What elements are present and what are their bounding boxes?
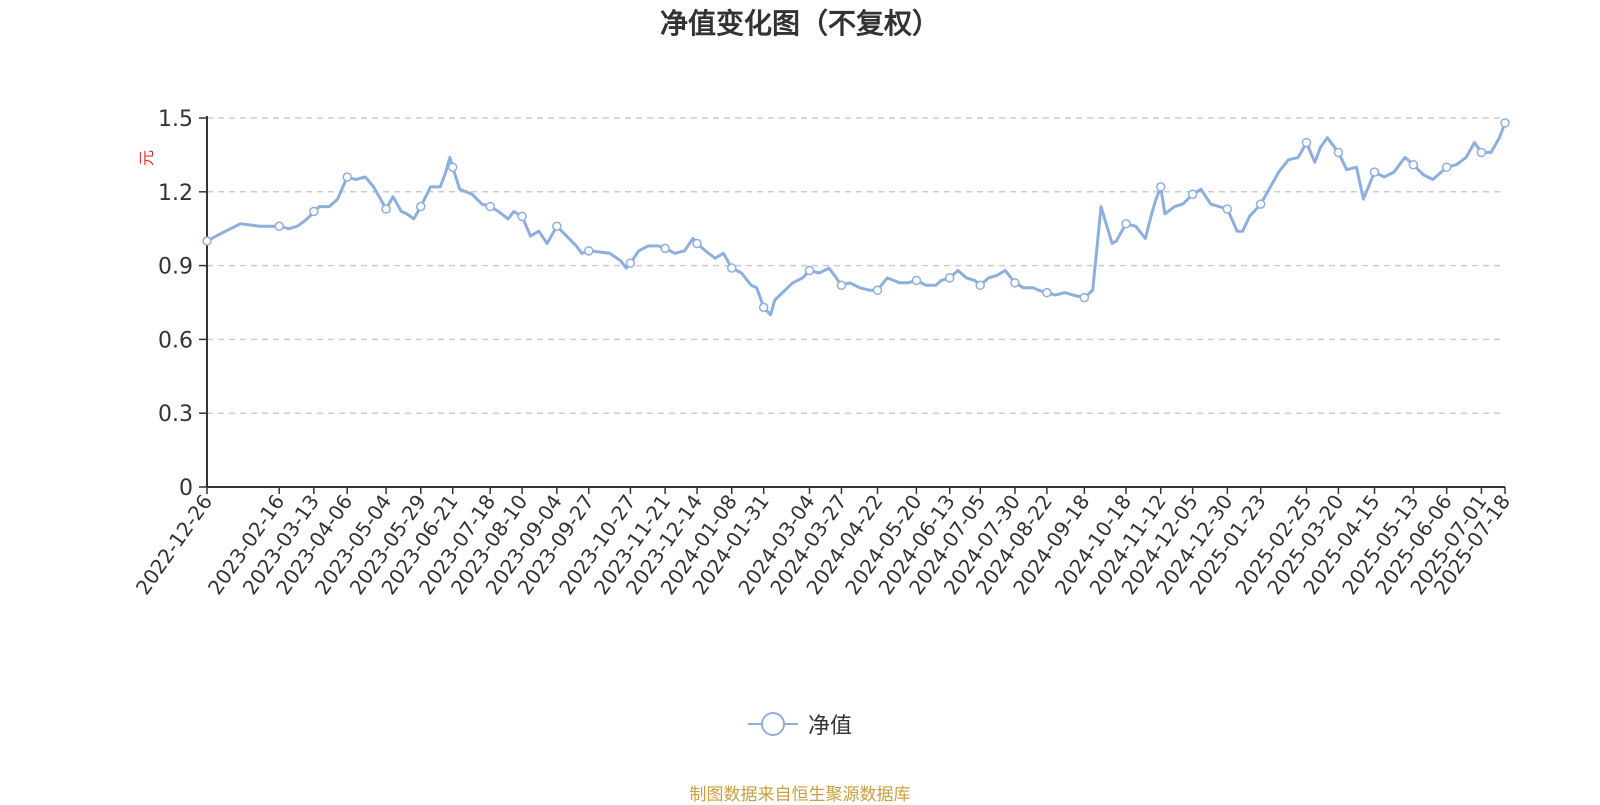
data-point (1476, 147, 1487, 158)
data-point (1187, 189, 1198, 200)
axes (199, 116, 1506, 494)
data-point (660, 243, 670, 254)
data-point (692, 238, 702, 249)
data-point (1333, 147, 1344, 158)
data-point (1369, 167, 1380, 177)
data-point (836, 280, 847, 291)
data-point (1121, 219, 1131, 229)
data-point (975, 280, 985, 291)
y-tick-labels: 0 0.3 0.6 0.9 1.2 1.5 (158, 107, 193, 501)
data-point (1222, 204, 1233, 214)
legend-line-circle-icon (747, 712, 798, 736)
data-point (1042, 287, 1052, 298)
data-point (625, 258, 636, 268)
data-point (804, 265, 815, 276)
data-point (1500, 118, 1510, 128)
data-point (911, 275, 922, 286)
data-point (342, 172, 352, 182)
series-markers (202, 118, 1510, 313)
data-point (447, 162, 458, 172)
y-tick-label: 0 (179, 476, 193, 501)
data-point (274, 221, 284, 231)
y-tick-label: 1.2 (158, 181, 193, 206)
data-point (485, 201, 495, 212)
data-point (1408, 159, 1419, 170)
data-point (584, 246, 594, 256)
data-point (381, 204, 391, 214)
data-point (416, 201, 426, 212)
y-axis-unit-label: 元 (137, 150, 156, 166)
data-point (1010, 278, 1020, 288)
data-point (1255, 199, 1266, 209)
y-tick-label: 0.9 (158, 255, 193, 280)
y-tick-label: 0.3 (158, 402, 193, 427)
series-line-net-value (206, 122, 1507, 317)
data-point (517, 211, 527, 222)
chart-title: 净值变化图（不复权） (659, 7, 940, 40)
data-point (727, 263, 737, 273)
x-tick-labels: 2022-12-262023-02-162023-03-132023-04-06… (131, 490, 1515, 599)
data-point (1301, 137, 1312, 148)
data-point (1155, 182, 1166, 192)
data-point (309, 206, 319, 217)
data-source-note: 制图数据来自恒生聚源数据库 (689, 785, 911, 805)
data-point (202, 236, 212, 246)
gridlines (207, 117, 1505, 414)
data-point (1441, 162, 1452, 172)
y-tick-label: 1.5 (158, 107, 193, 132)
data-point (552, 221, 562, 231)
legend-label: 净值 (807, 714, 852, 739)
legend[interactable]: 净值 (0, 708, 1600, 743)
y-tick-label: 0.6 (158, 328, 193, 353)
data-point (944, 273, 955, 283)
series-net-value (206, 122, 1507, 317)
data-point (1079, 292, 1090, 303)
data-point (872, 285, 883, 295)
data-point (758, 302, 769, 313)
